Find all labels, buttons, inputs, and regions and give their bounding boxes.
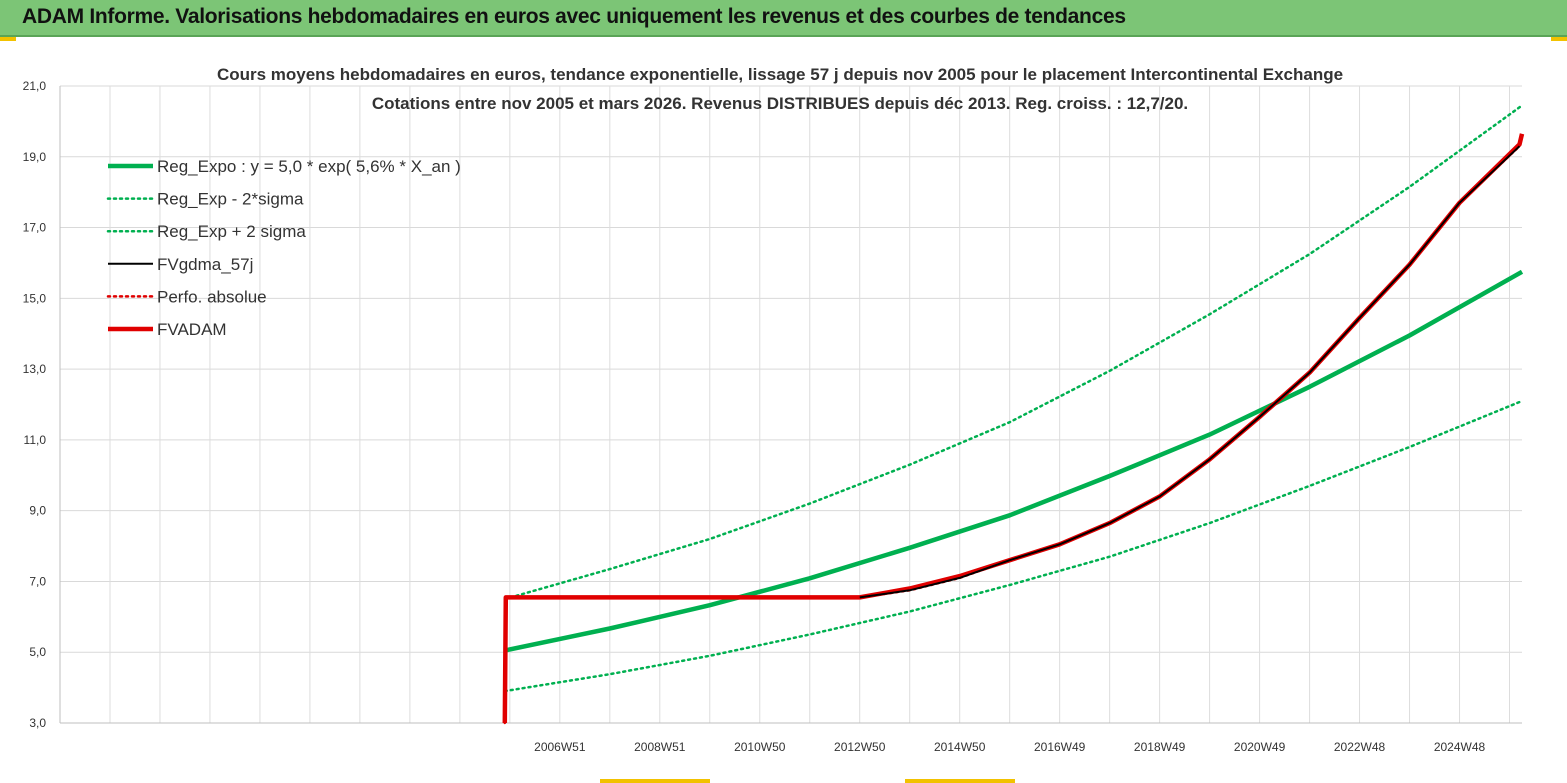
series-layer (502, 104, 1525, 725)
x-tick-label: 2014W50 (934, 740, 986, 754)
y-tick-label: 21,0 (23, 79, 47, 93)
y-tick-label: 17,0 (23, 221, 47, 235)
legend-label: FVgdma_57j (157, 255, 253, 274)
series-line (503, 399, 1524, 693)
bottom-accent-1 (600, 779, 710, 783)
header-title: ADAM Informe. Valorisations hebdomadaire… (22, 5, 1126, 28)
x-tick-label: 2012W50 (834, 740, 886, 754)
legend-label: Reg_Exp - 2*sigma (157, 190, 304, 209)
y-tick-label: 19,0 (23, 150, 47, 164)
series-line (503, 144, 1521, 725)
legend-label: Reg_Exp + 2 sigma (157, 222, 306, 241)
x-tick-label: 2010W50 (734, 740, 786, 754)
y-tick-label: 13,0 (23, 362, 47, 376)
legend-label: Perfo. absolue (157, 287, 267, 306)
y-tick-label: 5,0 (29, 645, 46, 659)
legend-label: FVADAM (157, 320, 227, 339)
axis-layer: 3,0 5,0 7,0 9,0 11,0 13,0 15,0 17,0 19,0 21,0 2006… (23, 79, 1522, 754)
corner-accent-right (1551, 37, 1567, 41)
series-line (504, 269, 1524, 653)
series-line (502, 133, 1525, 724)
chart-subtitle: Cotations entre nov 2005 et mars 2026. R… (372, 94, 1188, 113)
chart-title: Cours moyens hebdomadaires en euros, ten… (217, 65, 1343, 84)
legend-label: Reg_Expo : y = 5,0 * exp( 5,6% * X_an ) (157, 157, 461, 176)
y-tick-label: 3,0 (29, 716, 46, 730)
series-line (859, 145, 1521, 599)
y-tick-label: 9,0 (29, 504, 46, 518)
legend: Reg_Expo : y = 5,0 * exp( 5,6% * X_an ) R… (106, 157, 461, 339)
x-tick-label: 2006W51 (534, 740, 586, 754)
header-bar: ADAM Informe. Valorisations hebdomadaire… (0, 0, 1567, 37)
x-tick-label: 2018W49 (1134, 740, 1186, 754)
series-line (503, 104, 1524, 601)
x-tick-label: 2022W48 (1334, 740, 1386, 754)
bottom-accent-2 (905, 779, 1015, 783)
y-tick-label: 7,0 (29, 574, 46, 588)
grid-layer (59, 85, 1522, 724)
x-tick-label: 2008W51 (634, 740, 686, 754)
x-tick-label: 2020W49 (1234, 740, 1286, 754)
y-tick-label: 15,0 (23, 291, 47, 305)
corner-accent-left (0, 37, 16, 41)
y-tick-label: 11,0 (24, 433, 47, 447)
x-tick-label: 2016W49 (1034, 740, 1086, 754)
x-tick-label: 2024W48 (1434, 740, 1486, 754)
